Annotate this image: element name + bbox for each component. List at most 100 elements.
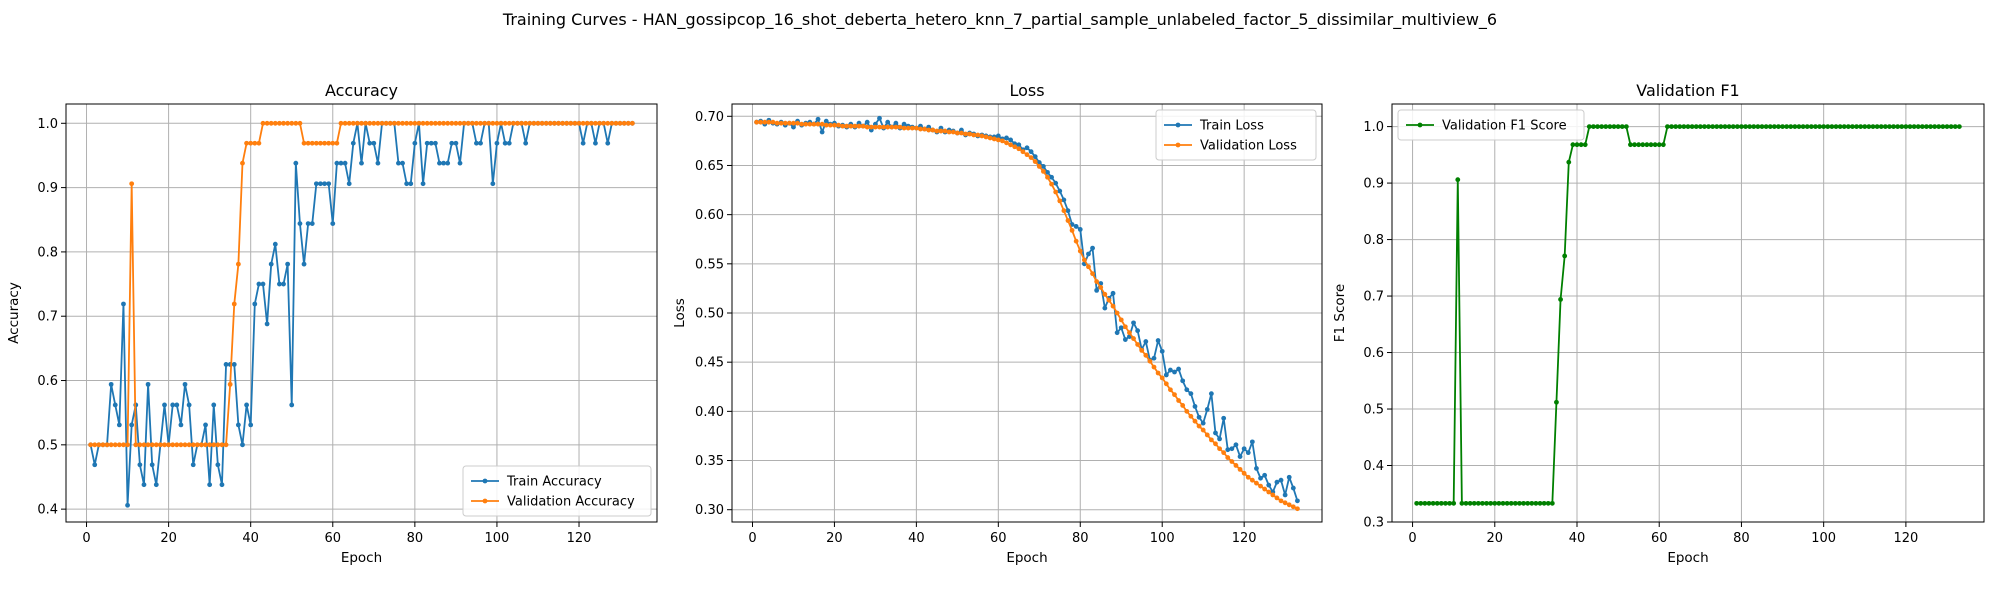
data-point xyxy=(1784,124,1790,129)
data-point xyxy=(474,140,479,146)
data-point xyxy=(1858,124,1864,129)
data-point xyxy=(1952,124,1958,129)
y-tick-label: 0.9 xyxy=(1363,177,1384,192)
data-point xyxy=(1233,463,1239,468)
data-point xyxy=(1874,124,1880,129)
data-point xyxy=(240,442,245,448)
data-point xyxy=(1290,485,1296,491)
y-tick-label: 0.35 xyxy=(695,454,724,469)
data-point xyxy=(1081,257,1087,263)
data-point xyxy=(494,140,500,146)
data-point xyxy=(1213,430,1218,436)
data-point xyxy=(913,125,919,131)
data-point xyxy=(1208,391,1214,397)
data-point xyxy=(881,124,886,130)
data-point xyxy=(609,120,615,126)
data-point xyxy=(1135,342,1141,347)
data-point xyxy=(1114,310,1120,316)
data-point xyxy=(782,120,788,126)
data-point xyxy=(1808,124,1814,129)
data-point xyxy=(815,116,821,122)
data-point xyxy=(987,135,993,141)
chart-title: Validation F1 xyxy=(1636,81,1739,100)
data-point xyxy=(174,442,180,448)
data-point xyxy=(1229,459,1235,464)
data-point xyxy=(375,120,381,126)
data-point xyxy=(116,422,122,428)
data-point xyxy=(926,127,932,133)
data-point xyxy=(432,140,438,146)
y-tick-label: 0.4 xyxy=(1363,459,1384,474)
data-point xyxy=(318,140,323,146)
data-point xyxy=(457,160,463,166)
data-point xyxy=(363,120,368,126)
data-point xyxy=(543,120,549,126)
data-point xyxy=(387,120,393,126)
data-point xyxy=(305,221,311,227)
y-axis-label: F1 Score xyxy=(1332,284,1348,342)
data-point xyxy=(1127,330,1132,336)
data-point xyxy=(1751,124,1757,129)
data-point xyxy=(186,402,192,408)
legend-swatch-marker xyxy=(482,498,488,504)
data-point xyxy=(116,442,122,448)
data-point xyxy=(1669,124,1674,129)
data-point xyxy=(92,462,98,468)
data-point xyxy=(1266,482,1272,488)
data-point xyxy=(145,442,151,448)
data-point xyxy=(1204,406,1210,412)
data-point xyxy=(975,132,981,138)
legend-swatch-marker xyxy=(482,478,488,484)
data-point xyxy=(1504,500,1510,506)
legend-entry-label: Validation Loss xyxy=(1200,139,1297,154)
data-point xyxy=(864,119,870,125)
data-point xyxy=(971,132,977,138)
x-tick-label: 80 xyxy=(1733,531,1750,546)
data-point xyxy=(1788,124,1794,129)
data-point xyxy=(297,120,303,126)
data-point xyxy=(297,221,303,227)
data-point xyxy=(1061,208,1067,214)
data-point xyxy=(215,462,221,468)
plot-frame xyxy=(65,103,658,523)
y-tick-label: 0.50 xyxy=(695,307,724,322)
data-point xyxy=(1455,177,1461,183)
y-tick-label: 0.9 xyxy=(37,181,58,196)
data-point xyxy=(840,123,846,129)
data-point xyxy=(170,442,176,448)
data-point xyxy=(1492,500,1498,506)
data-point xyxy=(1094,287,1100,293)
data-point xyxy=(137,442,143,448)
x-tick-label: 40 xyxy=(908,531,925,546)
data-point xyxy=(938,128,944,134)
data-point xyxy=(453,140,459,146)
data-point xyxy=(1274,479,1280,485)
data-point xyxy=(1566,159,1572,165)
data-point xyxy=(963,131,968,137)
data-point xyxy=(190,462,196,468)
y-tick-label: 0.45 xyxy=(695,356,724,371)
data-point xyxy=(613,120,619,126)
data-point xyxy=(158,442,163,448)
data-point xyxy=(272,120,278,126)
data-point xyxy=(1040,164,1046,169)
data-point xyxy=(1677,124,1683,129)
data-point xyxy=(194,442,200,448)
data-point xyxy=(1258,483,1263,489)
data-point xyxy=(260,281,266,287)
data-point xyxy=(342,120,348,126)
y-tick-label: 1.0 xyxy=(37,117,58,132)
chart-panel-3: 0 20 40 60 80 100 120 0.3 0.4 0.5 0.6 0.7 0.8 0.9 1.0 V… xyxy=(1332,81,1985,566)
data-point xyxy=(322,140,327,146)
data-point xyxy=(1804,124,1810,129)
data-point xyxy=(162,402,167,408)
data-point xyxy=(1024,152,1030,158)
x-tick-label: 100 xyxy=(1811,531,1836,546)
data-point xyxy=(268,120,274,126)
data-point xyxy=(342,160,348,166)
data-point xyxy=(1697,124,1703,129)
data-point xyxy=(1286,502,1292,508)
data-point xyxy=(1660,142,1666,148)
data-point xyxy=(1730,124,1736,129)
legend-entry-label: Train Loss xyxy=(1199,119,1264,134)
